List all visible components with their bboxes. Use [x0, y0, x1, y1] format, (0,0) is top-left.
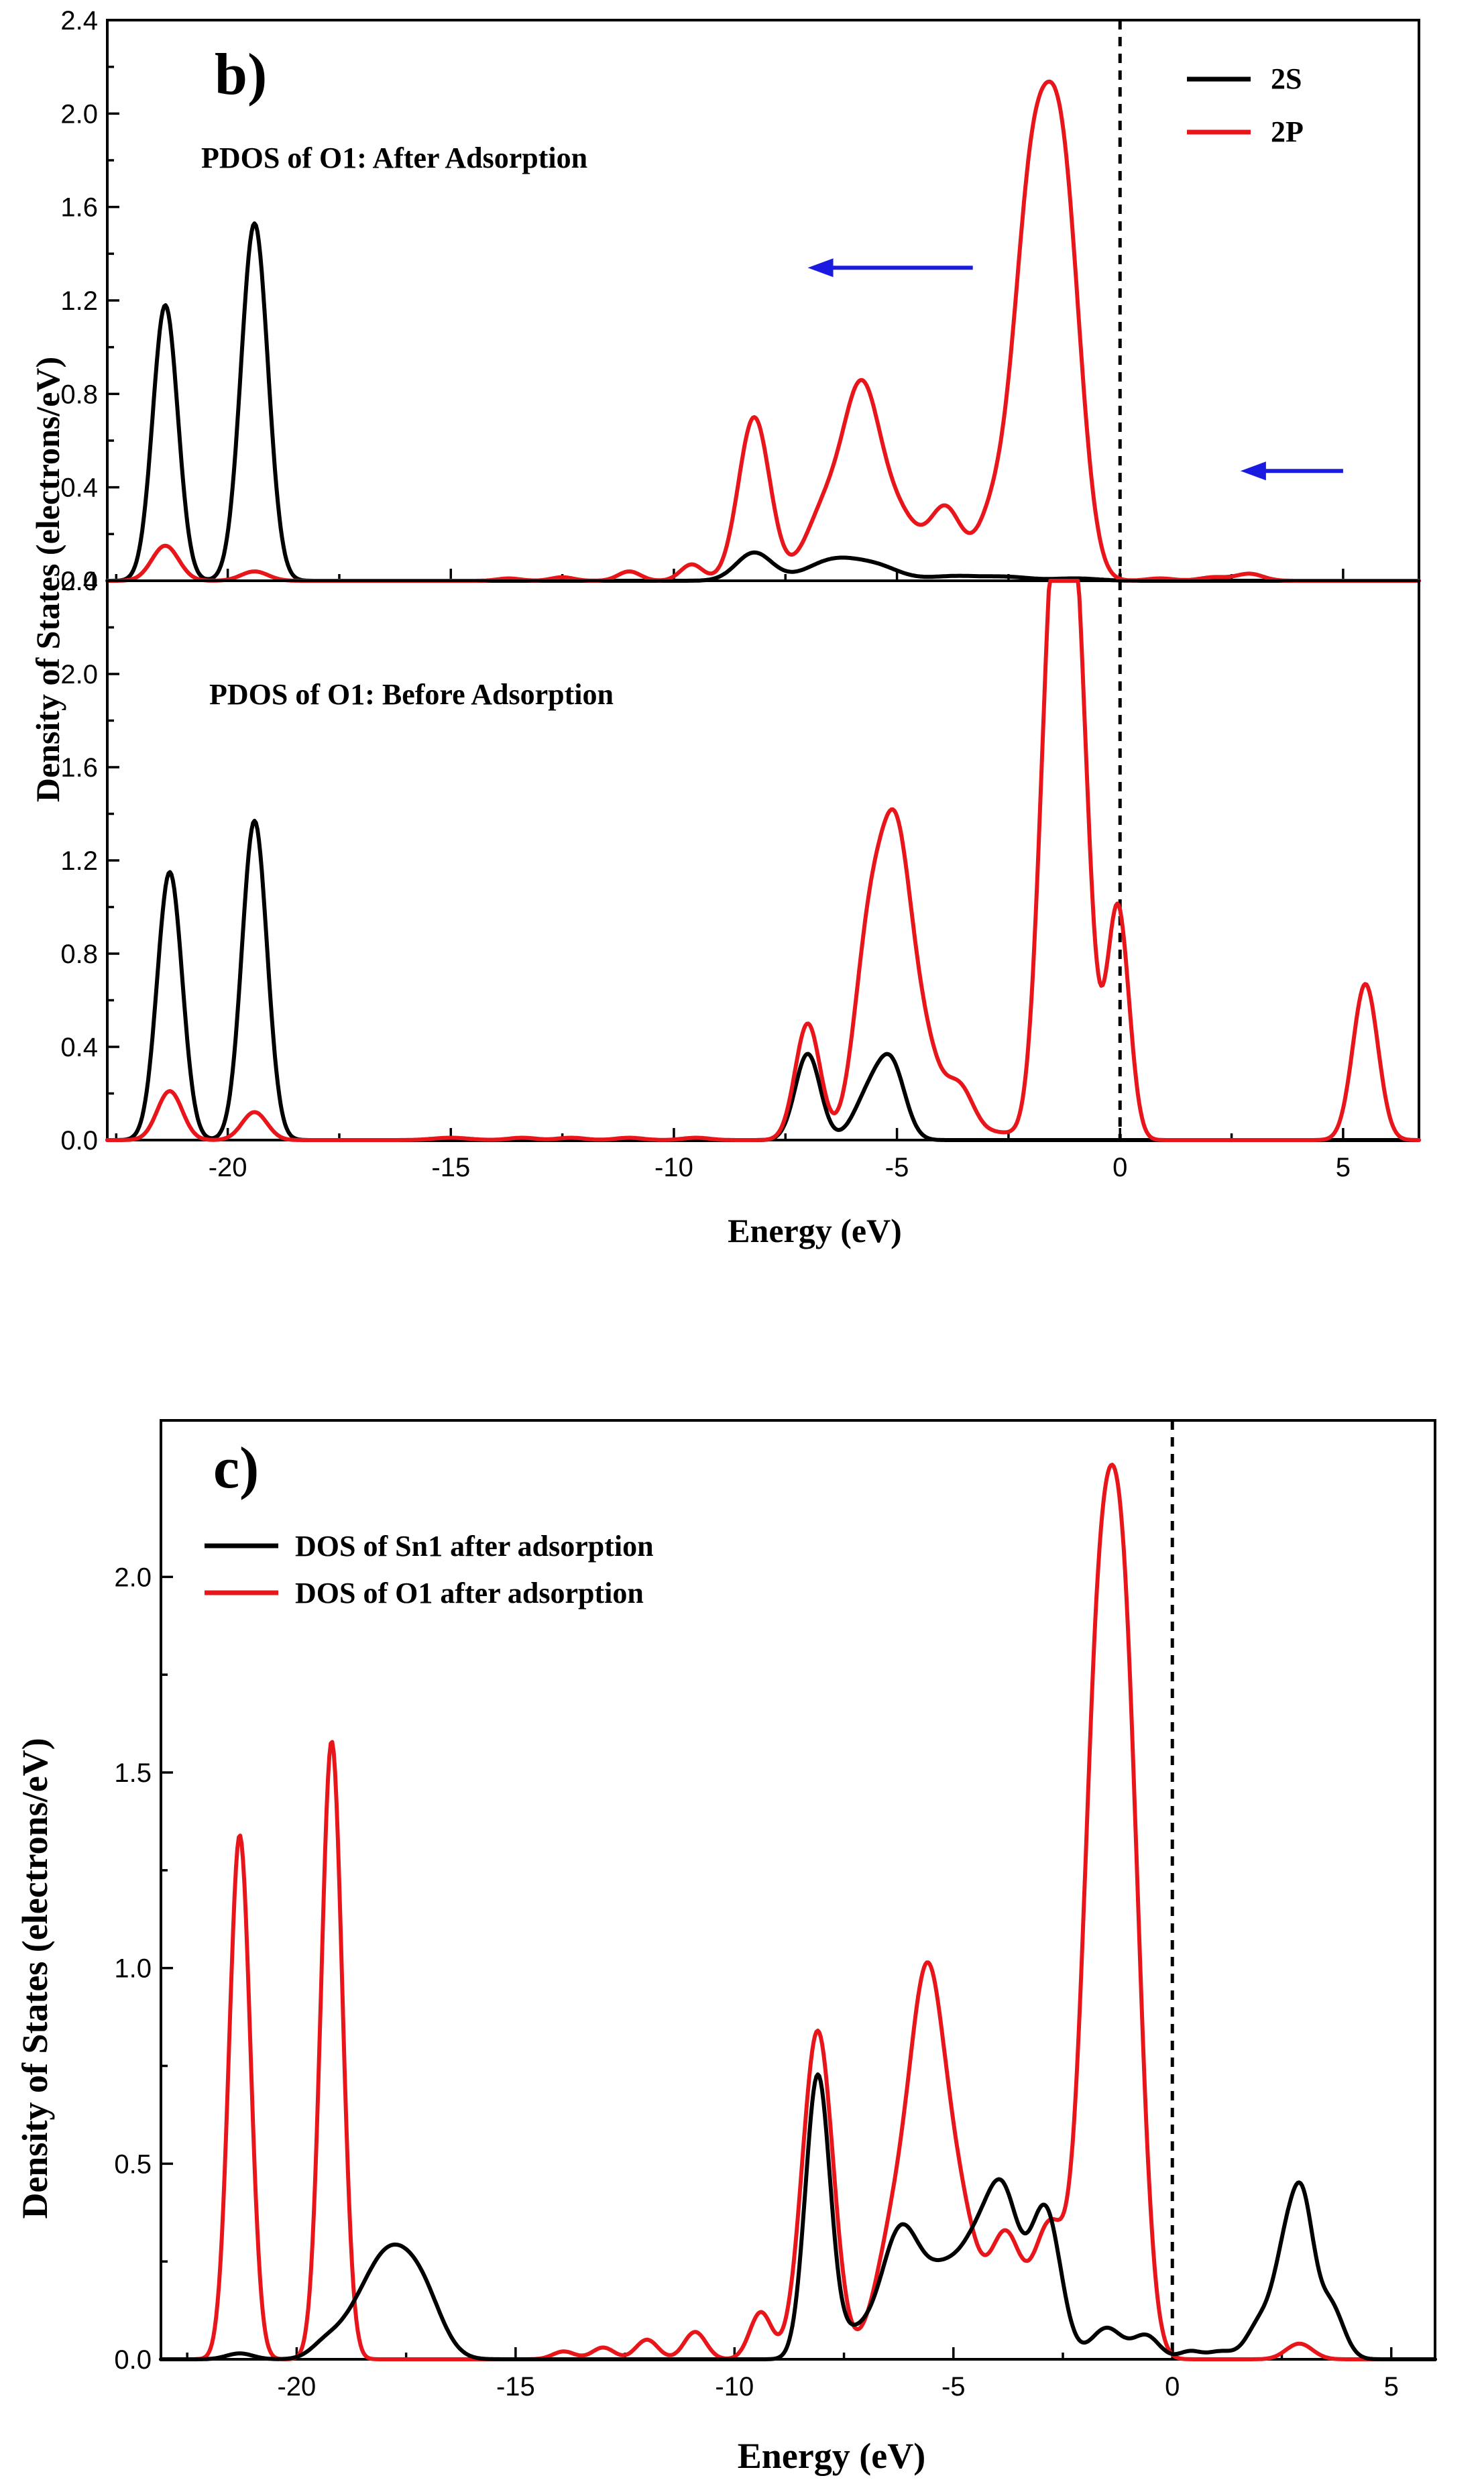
plot-frame: [106, 579, 1420, 1141]
y-tick-label: 0.0: [60, 567, 98, 596]
y-tick-label: 0.5: [114, 2149, 152, 2179]
plot-dos-comparison: 0.0 0.5 1.0 1.5 2.0 -20 -15 -10 -5 0 5: [114, 1419, 1437, 2402]
series-curve-2p: [105, 579, 1421, 1142]
series-curve-dos-of-sn1-after-adsorption: [159, 2072, 1437, 2361]
series-curve-2s: [105, 221, 1421, 583]
y-tick-label: 2.4: [60, 6, 98, 36]
x-tick-label: 0: [1165, 2372, 1180, 2402]
x-tick-label: -20: [277, 2372, 316, 2402]
legend-label-2p: 2P: [1271, 115, 1304, 148]
x-tick-label: -5: [941, 2372, 966, 2402]
x-tick-label: 0: [1112, 1153, 1127, 1182]
y-tick-label: 0.0: [60, 1126, 98, 1156]
x-tick-label: -15: [431, 1153, 470, 1182]
panel-label-b: b): [215, 42, 267, 107]
y-tick-label: 1.6: [60, 753, 98, 783]
x-tick-label: -20: [209, 1153, 247, 1182]
series-curve-dos-of-o1-after-adsorption: [159, 1463, 1437, 2361]
y-tick-label: 2.0: [60, 660, 98, 689]
y-tick-label: 2.0: [114, 1563, 152, 1592]
y-tick-label: 2.0: [60, 99, 98, 129]
shift-arrow-head: [1240, 461, 1266, 481]
x-tick-label: 5: [1336, 1153, 1351, 1182]
y-tick-label: 0.8: [60, 940, 98, 969]
plot-frame: [160, 1419, 1436, 2361]
x-axis-label-c: Energy (eV): [738, 2436, 925, 2476]
x-tick-label: -15: [496, 2372, 535, 2402]
shift-arrow-head: [807, 258, 834, 278]
x-tick-label: -10: [654, 1153, 693, 1182]
plot-before-adsorption: 0.0 0.4 0.8 1.2 1.6 2.0 2.4 -20 -15 -10 -5 0 5: [60, 567, 1421, 1182]
y-tick-label: 1.2: [60, 846, 98, 876]
legend-label-2s: 2S: [1271, 62, 1302, 95]
y-tick-label: 2.4: [60, 567, 98, 596]
plot-frame: [106, 19, 1420, 582]
panel-label-c: c): [213, 1436, 259, 1501]
y-axis-label-b: Density of States (electrons/eV): [29, 357, 66, 802]
legend-label-o1: DOS of O1 after adsorption: [295, 1577, 644, 1610]
x-axis-label-b: Energy (eV): [728, 1212, 902, 1249]
x-tick-label: -5: [885, 1153, 909, 1182]
y-tick-label: 1.5: [114, 1758, 152, 1788]
x-tick-label: -10: [715, 2372, 754, 2402]
title-after-adsorption: PDOS of O1: After Adsorption: [201, 142, 587, 174]
y-tick-label: 0.0: [114, 2345, 152, 2375]
y-tick-label: 1.6: [60, 193, 98, 223]
y-tick-label: 1.2: [60, 286, 98, 316]
title-before-adsorption: PDOS of O1: Before Adsorption: [209, 678, 614, 711]
series-curve-2s: [105, 818, 1421, 1142]
x-tick-label: 5: [1384, 2372, 1399, 2402]
y-tick-label: 0.4: [60, 473, 98, 503]
y-tick-label: 0.8: [60, 380, 98, 409]
y-axis-label-c: Density of States (electrons/eV): [15, 1738, 55, 2218]
legend-label-sn1: DOS of Sn1 after adsorption: [295, 1530, 654, 1563]
y-tick-label: 1.0: [114, 1954, 152, 1984]
y-tick-label: 0.4: [60, 1033, 98, 1062]
